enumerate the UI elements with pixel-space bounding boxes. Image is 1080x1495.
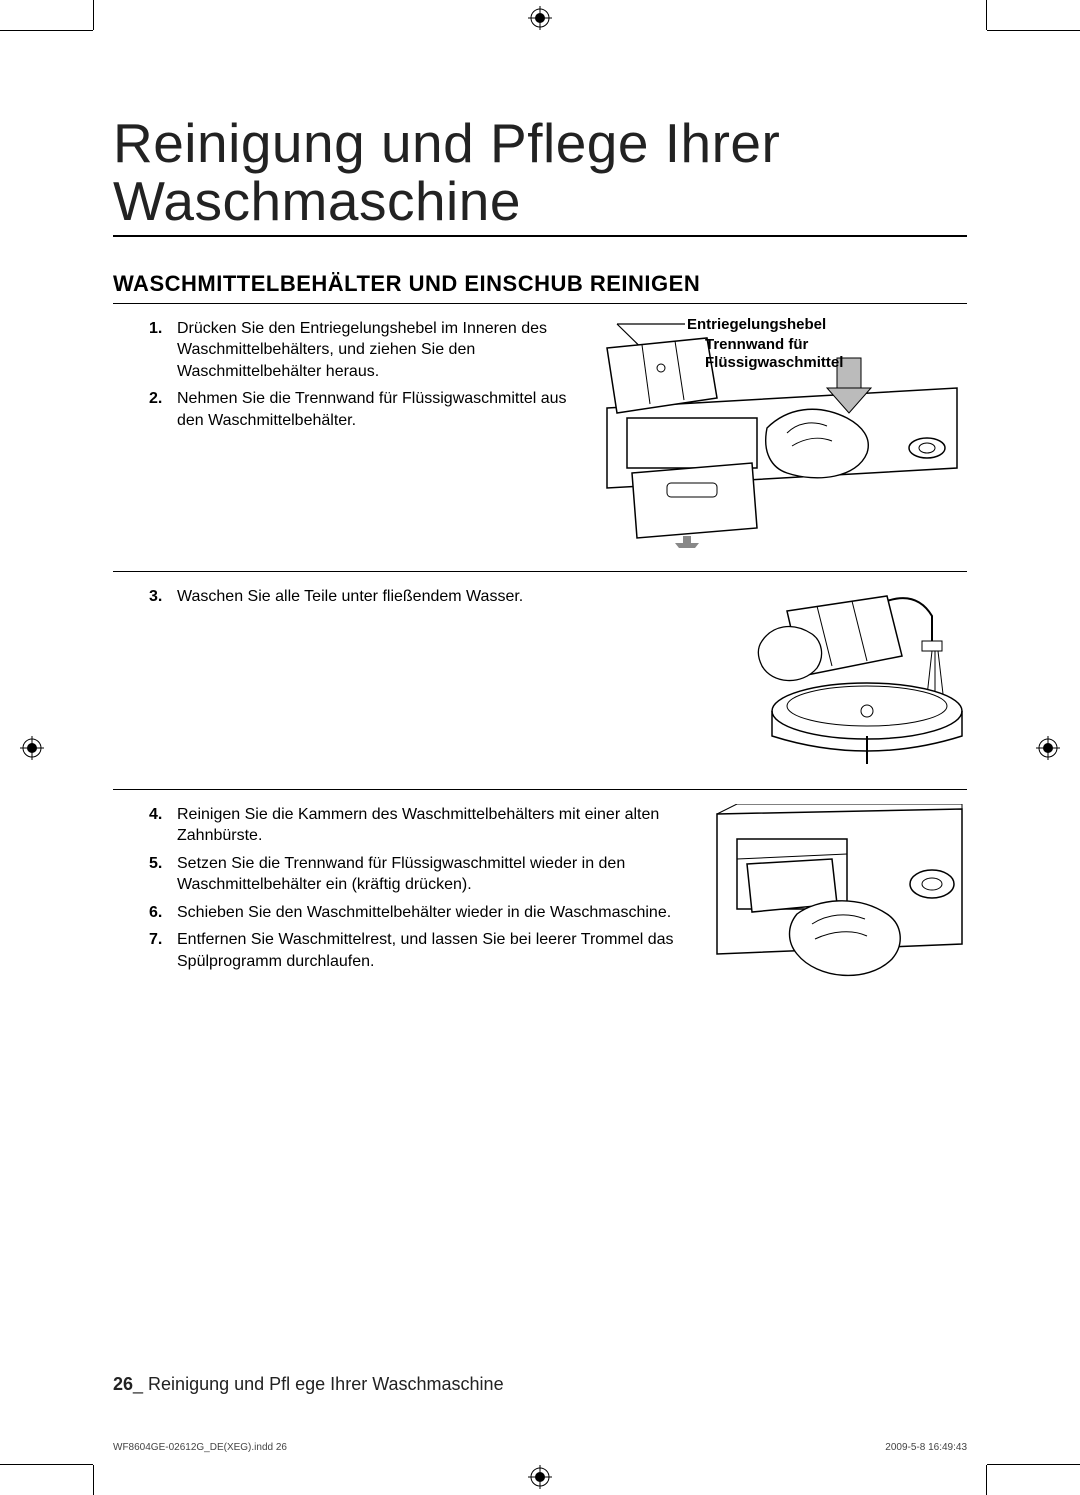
crop-mark <box>0 30 93 31</box>
footer-text: Reinigung und Pfl ege Ihrer Waschmaschin… <box>148 1374 504 1394</box>
step-number: 3. <box>149 586 162 608</box>
registration-mark-icon <box>528 1465 552 1489</box>
step-number: 2. <box>149 388 162 410</box>
illustration-rinse <box>717 586 967 771</box>
instruction-block-3: 4. Reinigen Sie die Kammern des Waschmitt… <box>113 804 967 1027</box>
crop-mark <box>986 1465 987 1495</box>
step-text: Entfernen Sie Waschmittelrest, und lasse… <box>177 931 674 970</box>
step-number: 6. <box>149 902 162 924</box>
step-text: Drücken Sie den Entriegelungshebel im In… <box>177 320 547 380</box>
instruction-block-2: 3. Waschen Sie alle Teile unter fließende… <box>113 586 967 790</box>
step-item: 3.Waschen Sie alle Teile unter fließende… <box>177 586 697 608</box>
steps-col: 3. Waschen Sie alle Teile unter fließende… <box>113 586 717 771</box>
page-footer: 26_ Reinigung und Pfl ege Ihrer Waschmas… <box>113 1374 504 1395</box>
footer-sep: _ <box>133 1374 148 1394</box>
crop-mark <box>986 0 987 30</box>
imprint-timestamp: 2009-5-8 16:49:43 <box>885 1442 967 1453</box>
page-number: 26 <box>113 1374 133 1394</box>
step-item: 2.Nehmen Sie die Trennwand für Flüssigwa… <box>177 388 567 431</box>
crop-mark <box>987 30 1080 31</box>
registration-mark-icon <box>1036 736 1060 760</box>
callout-label: Entriegelungshebel <box>687 316 826 335</box>
registration-mark-icon <box>20 736 44 760</box>
callout-label: Trennwand für Flüssigwaschmittel <box>705 336 885 374</box>
step-item: 6.Schieben Sie den Waschmittelbehälter w… <box>177 902 687 924</box>
section-heading: WASCHMITTELBEHÄLTER UND EINSCHUB REINIGE… <box>113 271 967 304</box>
crop-mark <box>0 1464 93 1465</box>
crop-mark <box>93 0 94 30</box>
step-text: Nehmen Sie die Trennwand für Flüssigwasc… <box>177 390 567 429</box>
step-number: 5. <box>149 853 162 875</box>
step-item: 1.Drücken Sie den Entriegelungshebel im … <box>177 318 567 383</box>
step-number: 7. <box>149 929 162 951</box>
illustration-reinsert <box>707 804 967 1009</box>
step-number: 1. <box>149 318 162 340</box>
step-item: 7.Entfernen Sie Waschmittelrest, und las… <box>177 929 687 972</box>
page: Reinigung und Pflege Ihrer Waschmaschine… <box>0 0 1080 1495</box>
crop-mark <box>987 1464 1080 1465</box>
illustration-drawer: Entriegelungshebel Trennwand für Flüssig… <box>587 318 967 553</box>
step-item: 5.Setzen Sie die Trennwand für Flüssigwa… <box>177 853 687 896</box>
page-title: Reinigung und Pflege Ihrer Waschmaschine <box>113 115 967 237</box>
steps-col: 1. Drücken Sie den Entriegelungshebel im … <box>113 318 587 553</box>
step-text: Schieben Sie den Waschmittelbehälter wie… <box>177 904 671 921</box>
step-item: 4.Reinigen Sie die Kammern des Waschmitt… <box>177 804 687 847</box>
step-text: Setzen Sie die Trennwand für Flüssigwasc… <box>177 855 625 894</box>
content-area: Reinigung und Pflege Ihrer Waschmaschine… <box>113 115 967 1405</box>
instruction-block-1: 1. Drücken Sie den Entriegelungshebel im … <box>113 318 967 572</box>
step-number: 4. <box>149 804 162 826</box>
imprint-file: WF8604GE-02612G_DE(XEG).indd 26 <box>113 1442 287 1453</box>
registration-mark-icon <box>528 6 552 30</box>
step-text: Reinigen Sie die Kammern des Waschmittel… <box>177 806 659 845</box>
step-text: Waschen Sie alle Teile unter fließendem … <box>177 588 523 605</box>
crop-mark <box>93 1465 94 1495</box>
steps-col: 4. Reinigen Sie die Kammern des Waschmitt… <box>113 804 707 1009</box>
